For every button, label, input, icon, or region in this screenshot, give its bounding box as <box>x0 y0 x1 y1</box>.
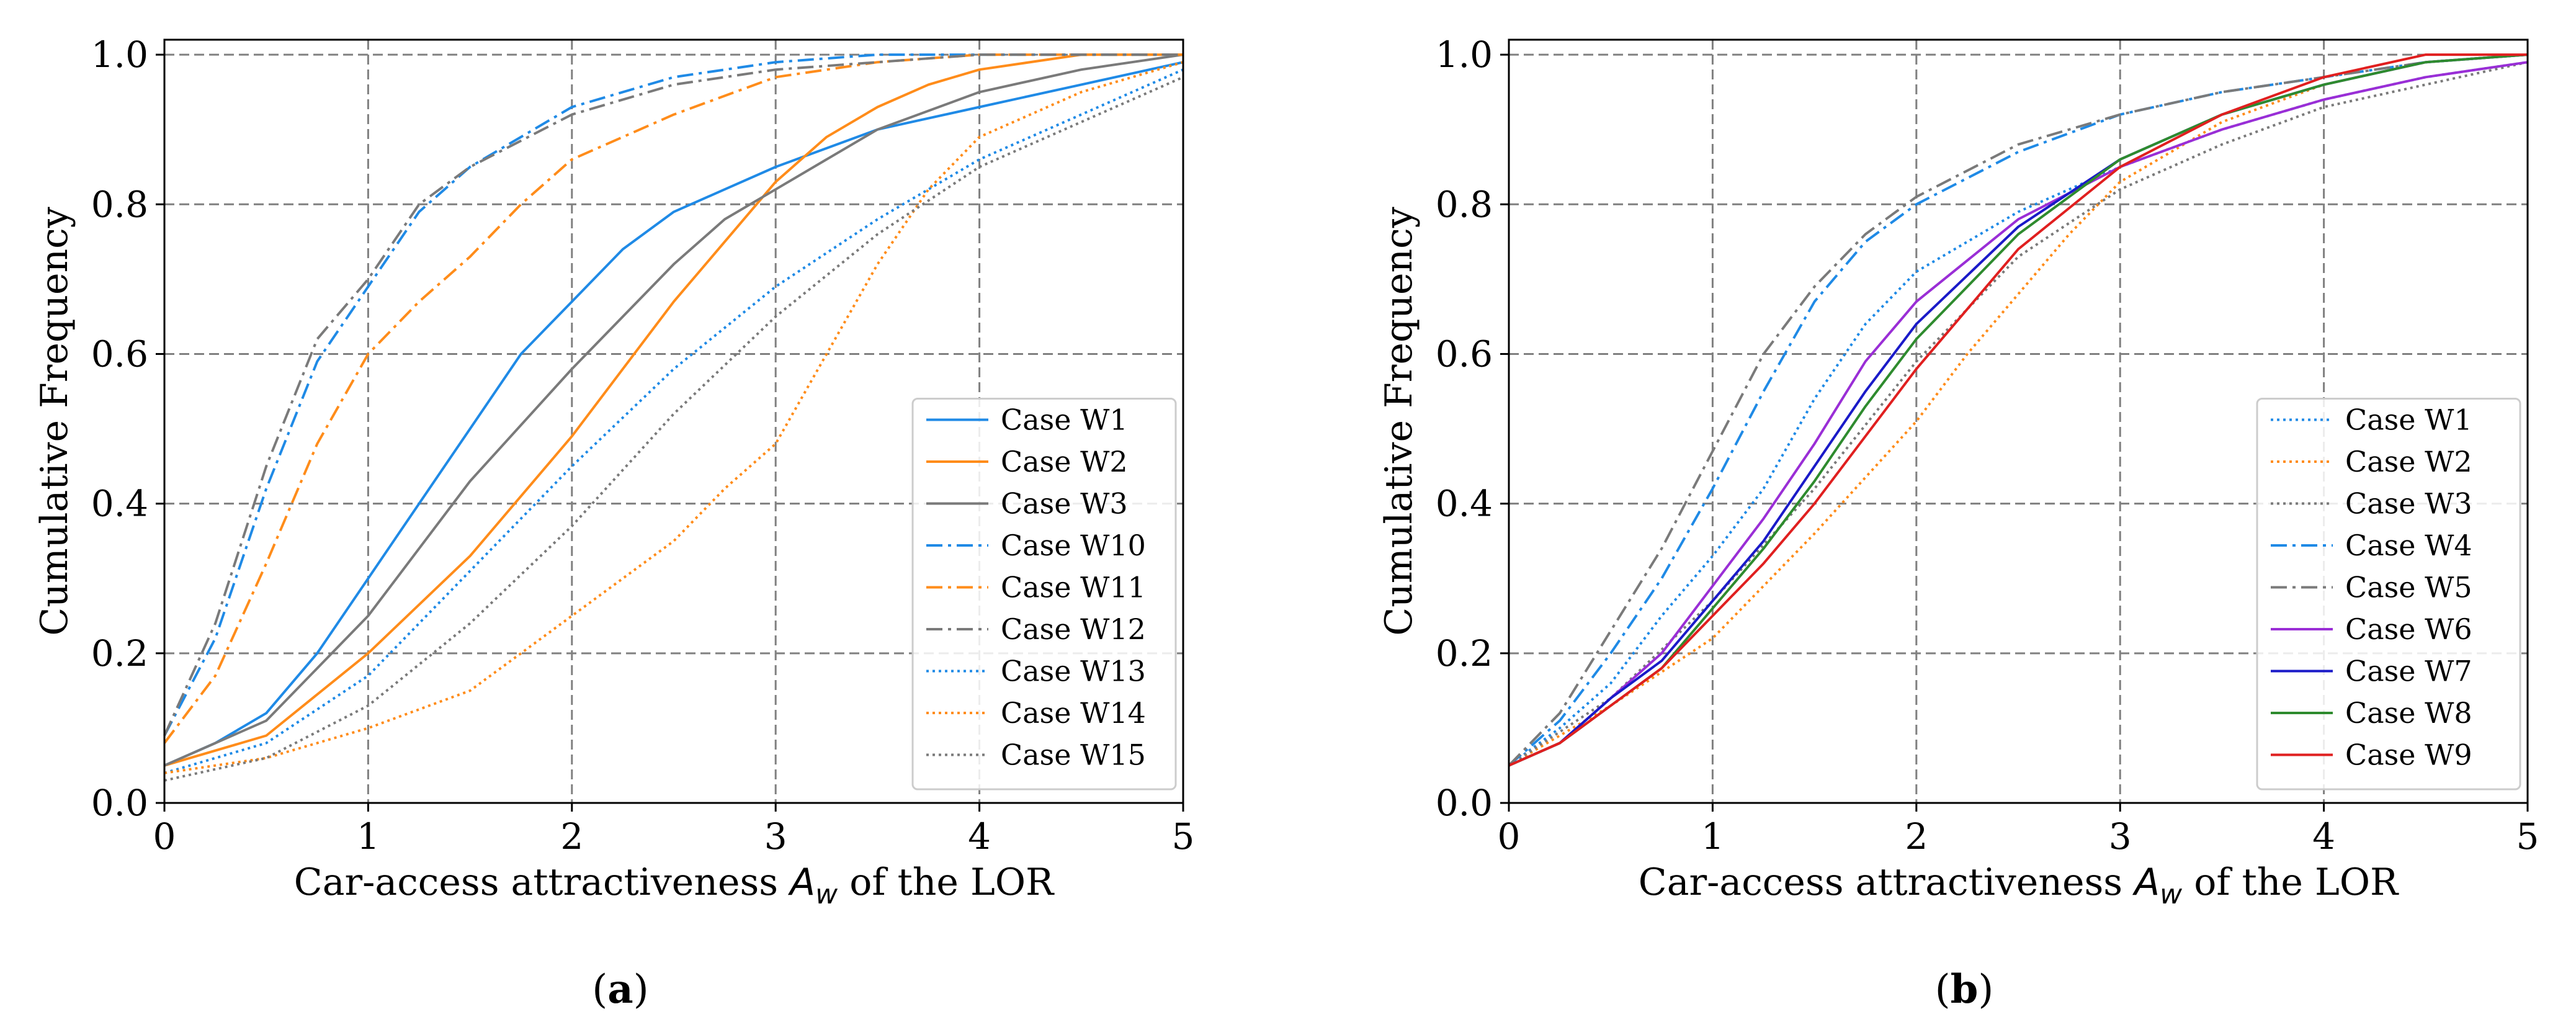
x-tick-label: 0 <box>153 815 176 858</box>
series-lines-b <box>1508 53 2528 767</box>
series-line-case-w9 <box>1508 53 2528 767</box>
ticks-a: 0 1 2 3 4 5 0.0 0.2 0.4 0.6 0.8 1.0 <box>91 34 1195 858</box>
series-line-case-w3 <box>1508 61 2528 767</box>
x-tick-label: 5 <box>1172 815 1195 858</box>
x-tick-label: 3 <box>764 815 787 858</box>
plot-frame-b <box>1508 38 2529 804</box>
x-tick-label: 5 <box>2516 815 2539 858</box>
x-tick-label: 2 <box>560 815 583 858</box>
y-tick-label: 0.6 <box>1436 333 1493 375</box>
series-line-case-w3 <box>164 53 1184 767</box>
series-line-case-w12 <box>163 53 1183 737</box>
legend-label: Case W4 <box>2345 529 2472 562</box>
legend-label: Case W1 <box>2345 403 2472 437</box>
panel-label-a: (a) <box>592 966 648 1013</box>
legend-label: Case W10 <box>1001 529 1146 562</box>
y-tick-label: 0.6 <box>91 333 148 375</box>
series-line-case-w14 <box>164 61 1184 774</box>
series-line-case-w13 <box>164 68 1184 774</box>
x-tick-label: 3 <box>2109 815 2132 858</box>
series-line-case-w11 <box>163 53 1183 744</box>
legend-label: Case W13 <box>1001 655 1146 688</box>
x-axis-title-b: Car-access attractiveness Aw of the LOR <box>1639 861 2399 910</box>
legend-b: Case W1 Case W2 Case W3 Case W4 Case W5 Case … <box>2256 398 2521 791</box>
series-lines-a <box>163 53 1184 782</box>
series-line-case-w1 <box>164 61 1184 767</box>
legend-label: Case W5 <box>2345 571 2472 604</box>
legend-label: Case W7 <box>2345 655 2472 688</box>
legend-label: Case W2 <box>2345 445 2472 478</box>
legend-label: Case W15 <box>1001 738 1146 772</box>
x-tick-label: 4 <box>2312 815 2335 858</box>
legend-box <box>911 398 1177 791</box>
panel-a: 0 1 2 3 4 5 0.0 0.2 0.4 0.6 0.8 1.0 Car-access attr… <box>33 34 1194 1013</box>
legend-label: Case W3 <box>2345 487 2472 521</box>
y-tick-label: 0.8 <box>1436 183 1493 225</box>
series-line-case-w6 <box>1508 61 2528 767</box>
legend-label: Case W9 <box>2345 738 2472 772</box>
y-tick-label: 0.4 <box>91 483 148 525</box>
x-tick-label: 2 <box>1905 815 1928 858</box>
legend-box <box>2256 398 2521 791</box>
series-line-case-w2 <box>164 53 1183 767</box>
legend-label: Case W6 <box>2345 612 2472 646</box>
legend-label: Case W1 <box>1001 403 1128 437</box>
x-tick-label: 1 <box>357 815 380 858</box>
panel-label-b: (b) <box>1935 966 1994 1013</box>
legend-label: Case W12 <box>1001 612 1146 646</box>
y-tick-label: 0.2 <box>91 632 148 674</box>
y-tick-label: 0.0 <box>91 782 148 824</box>
ticks-b: 0 1 2 3 4 5 0.0 0.2 0.4 0.6 0.8 1.0 <box>1436 34 2539 858</box>
legend-label: Case W2 <box>1001 445 1128 478</box>
x-tick-label: 1 <box>1701 815 1724 858</box>
y-tick-label: 0.8 <box>91 183 148 225</box>
series-line-case-w5 <box>1508 53 2528 767</box>
legend-label: Case W8 <box>2345 696 2472 730</box>
series-line-case-w15 <box>164 76 1184 782</box>
series-line-case-w10 <box>163 53 1183 737</box>
legend-label: Case W11 <box>1001 571 1146 604</box>
y-axis-title-b: Cumulative Frequency <box>1377 207 1421 635</box>
x-tick-label: 4 <box>968 815 991 858</box>
legend-label: Case W3 <box>1001 487 1128 521</box>
panel-b: 0 1 2 3 4 5 0.0 0.2 0.4 0.6 0.8 1.0 Car-access attr… <box>1377 34 2539 1013</box>
y-axis-title-a: Cumulative Frequency <box>33 207 76 635</box>
y-tick-label: 0.0 <box>1436 782 1493 824</box>
y-tick-label: 1.0 <box>1436 34 1493 76</box>
legend-a: Case W1 Case W2 Case W3 Case W10 Case W11 Cas… <box>911 398 1177 791</box>
y-tick-label: 0.4 <box>1436 483 1493 525</box>
legend-label: Case W14 <box>1001 696 1146 730</box>
x-tick-label: 0 <box>1498 815 1521 858</box>
x-axis-title-a: Car-access attractiveness Aw of the LOR <box>294 861 1055 910</box>
y-tick-label: 1.0 <box>91 34 148 76</box>
plot-frame-a <box>163 38 1184 804</box>
series-line-case-w1 <box>1508 61 2528 767</box>
y-tick-label: 0.2 <box>1436 632 1493 674</box>
